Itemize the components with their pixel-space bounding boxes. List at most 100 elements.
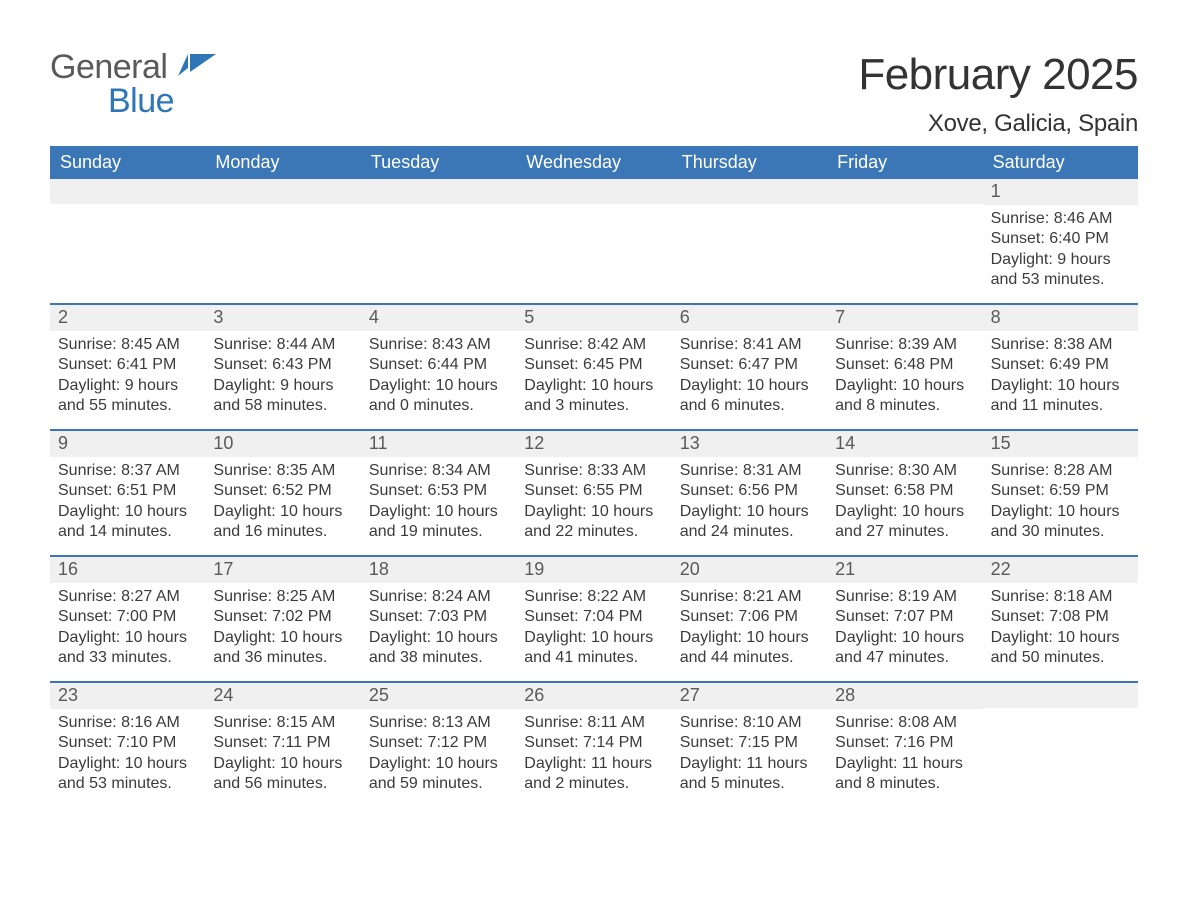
daylight-text: Daylight: 9 hours and 53 minutes.	[991, 250, 1130, 291]
daylight-text: Daylight: 10 hours and 16 minutes.	[213, 502, 352, 543]
day-cell: 25Sunrise: 8:13 AMSunset: 7:12 PMDayligh…	[361, 683, 516, 807]
sunrise-text: Sunrise: 8:41 AM	[680, 335, 819, 355]
weeks-container: 1Sunrise: 8:46 AMSunset: 6:40 PMDaylight…	[50, 179, 1138, 807]
daylight-text: Daylight: 10 hours and 22 minutes.	[524, 502, 663, 543]
day-body: Sunrise: 8:33 AMSunset: 6:55 PMDaylight:…	[516, 457, 671, 549]
daylight-text: Daylight: 10 hours and 6 minutes.	[680, 376, 819, 417]
sunrise-text: Sunrise: 8:38 AM	[991, 335, 1130, 355]
day-number: 26	[516, 683, 671, 709]
sunrise-text: Sunrise: 8:44 AM	[213, 335, 352, 355]
brand-part1: General	[50, 48, 167, 86]
sunset-text: Sunset: 6:45 PM	[524, 355, 663, 375]
day-cell: 7Sunrise: 8:39 AMSunset: 6:48 PMDaylight…	[827, 305, 982, 429]
sunrise-text: Sunrise: 8:22 AM	[524, 587, 663, 607]
day-cell: 17Sunrise: 8:25 AMSunset: 7:02 PMDayligh…	[205, 557, 360, 681]
day-cell: 8Sunrise: 8:38 AMSunset: 6:49 PMDaylight…	[983, 305, 1138, 429]
sunset-text: Sunset: 6:49 PM	[991, 355, 1130, 375]
daylight-text: Daylight: 9 hours and 58 minutes.	[213, 376, 352, 417]
day-number	[983, 683, 1138, 708]
sunrise-text: Sunrise: 8:31 AM	[680, 461, 819, 481]
day-cell: 4Sunrise: 8:43 AMSunset: 6:44 PMDaylight…	[361, 305, 516, 429]
day-number: 9	[50, 431, 205, 457]
day-body: Sunrise: 8:46 AMSunset: 6:40 PMDaylight:…	[983, 205, 1138, 297]
day-number: 14	[827, 431, 982, 457]
sunrise-text: Sunrise: 8:46 AM	[991, 209, 1130, 229]
day-number: 15	[983, 431, 1138, 457]
sunset-text: Sunset: 6:53 PM	[369, 481, 508, 501]
day-cell: 13Sunrise: 8:31 AMSunset: 6:56 PMDayligh…	[672, 431, 827, 555]
sunrise-text: Sunrise: 8:10 AM	[680, 713, 819, 733]
day-number: 12	[516, 431, 671, 457]
week-row: 2Sunrise: 8:45 AMSunset: 6:41 PMDaylight…	[50, 303, 1138, 429]
day-body: Sunrise: 8:16 AMSunset: 7:10 PMDaylight:…	[50, 709, 205, 801]
day-of-week-header: SundayMondayTuesdayWednesdayThursdayFrid…	[50, 146, 1138, 179]
daylight-text: Daylight: 10 hours and 38 minutes.	[369, 628, 508, 669]
day-body: Sunrise: 8:30 AMSunset: 6:58 PMDaylight:…	[827, 457, 982, 549]
day-body: Sunrise: 8:39 AMSunset: 6:48 PMDaylight:…	[827, 331, 982, 423]
daylight-text: Daylight: 10 hours and 11 minutes.	[991, 376, 1130, 417]
day-number: 2	[50, 305, 205, 331]
sunset-text: Sunset: 7:03 PM	[369, 607, 508, 627]
day-cell: 5Sunrise: 8:42 AMSunset: 6:45 PMDaylight…	[516, 305, 671, 429]
day-number	[516, 179, 671, 204]
sunset-text: Sunset: 7:16 PM	[835, 733, 974, 753]
sunset-text: Sunset: 7:04 PM	[524, 607, 663, 627]
day-body: Sunrise: 8:42 AMSunset: 6:45 PMDaylight:…	[516, 331, 671, 423]
day-number	[827, 179, 982, 204]
sunset-text: Sunset: 7:02 PM	[213, 607, 352, 627]
sunrise-text: Sunrise: 8:34 AM	[369, 461, 508, 481]
sunset-text: Sunset: 7:06 PM	[680, 607, 819, 627]
day-cell: 12Sunrise: 8:33 AMSunset: 6:55 PMDayligh…	[516, 431, 671, 555]
day-cell	[205, 179, 360, 303]
day-cell: 11Sunrise: 8:34 AMSunset: 6:53 PMDayligh…	[361, 431, 516, 555]
day-cell: 10Sunrise: 8:35 AMSunset: 6:52 PMDayligh…	[205, 431, 360, 555]
day-number: 25	[361, 683, 516, 709]
sunset-text: Sunset: 6:59 PM	[991, 481, 1130, 501]
day-number: 7	[827, 305, 982, 331]
daylight-text: Daylight: 10 hours and 41 minutes.	[524, 628, 663, 669]
title-block: February 2025 Xove, Galicia, Spain	[858, 50, 1138, 138]
day-body: Sunrise: 8:41 AMSunset: 6:47 PMDaylight:…	[672, 331, 827, 423]
sunset-text: Sunset: 6:58 PM	[835, 481, 974, 501]
day-cell: 21Sunrise: 8:19 AMSunset: 7:07 PMDayligh…	[827, 557, 982, 681]
daylight-text: Daylight: 10 hours and 56 minutes.	[213, 754, 352, 795]
day-body: Sunrise: 8:43 AMSunset: 6:44 PMDaylight:…	[361, 331, 516, 423]
day-cell: 14Sunrise: 8:30 AMSunset: 6:58 PMDayligh…	[827, 431, 982, 555]
day-body: Sunrise: 8:37 AMSunset: 6:51 PMDaylight:…	[50, 457, 205, 549]
sunset-text: Sunset: 7:11 PM	[213, 733, 352, 753]
day-body: Sunrise: 8:18 AMSunset: 7:08 PMDaylight:…	[983, 583, 1138, 675]
sunset-text: Sunset: 6:44 PM	[369, 355, 508, 375]
sunrise-text: Sunrise: 8:35 AM	[213, 461, 352, 481]
sunset-text: Sunset: 6:52 PM	[213, 481, 352, 501]
sunrise-text: Sunrise: 8:25 AM	[213, 587, 352, 607]
sunset-text: Sunset: 7:12 PM	[369, 733, 508, 753]
flag-icon	[178, 54, 218, 84]
day-cell: 26Sunrise: 8:11 AMSunset: 7:14 PMDayligh…	[516, 683, 671, 807]
day-body: Sunrise: 8:08 AMSunset: 7:16 PMDaylight:…	[827, 709, 982, 801]
daylight-text: Daylight: 10 hours and 14 minutes.	[58, 502, 197, 543]
dow-cell: Friday	[827, 146, 982, 179]
location-label: Xove, Galicia, Spain	[858, 110, 1138, 138]
day-cell: 2Sunrise: 8:45 AMSunset: 6:41 PMDaylight…	[50, 305, 205, 429]
sunset-text: Sunset: 6:40 PM	[991, 229, 1130, 249]
day-number: 17	[205, 557, 360, 583]
sunset-text: Sunset: 7:00 PM	[58, 607, 197, 627]
day-body: Sunrise: 8:22 AMSunset: 7:04 PMDaylight:…	[516, 583, 671, 675]
day-cell: 18Sunrise: 8:24 AMSunset: 7:03 PMDayligh…	[361, 557, 516, 681]
day-body: Sunrise: 8:31 AMSunset: 6:56 PMDaylight:…	[672, 457, 827, 549]
day-number: 16	[50, 557, 205, 583]
day-number: 22	[983, 557, 1138, 583]
day-number: 27	[672, 683, 827, 709]
sunrise-text: Sunrise: 8:28 AM	[991, 461, 1130, 481]
daylight-text: Daylight: 10 hours and 53 minutes.	[58, 754, 197, 795]
day-cell	[983, 683, 1138, 807]
day-body: Sunrise: 8:10 AMSunset: 7:15 PMDaylight:…	[672, 709, 827, 801]
day-number: 24	[205, 683, 360, 709]
sunrise-text: Sunrise: 8:37 AM	[58, 461, 197, 481]
sunset-text: Sunset: 6:43 PM	[213, 355, 352, 375]
dow-cell: Saturday	[983, 146, 1138, 179]
sunset-text: Sunset: 6:55 PM	[524, 481, 663, 501]
sunrise-text: Sunrise: 8:33 AM	[524, 461, 663, 481]
day-cell: 28Sunrise: 8:08 AMSunset: 7:16 PMDayligh…	[827, 683, 982, 807]
day-cell	[516, 179, 671, 303]
